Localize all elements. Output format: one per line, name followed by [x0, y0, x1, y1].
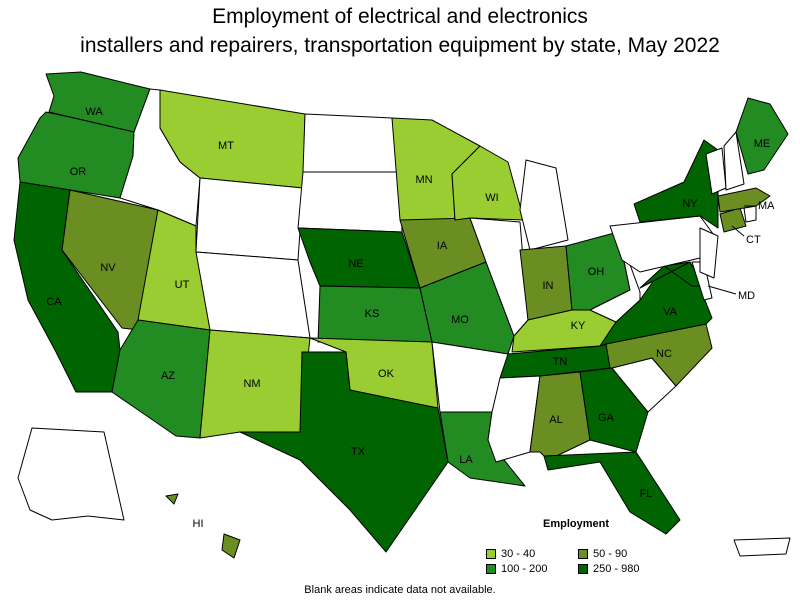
- label-leader-lines: [707, 205, 756, 295]
- state-label-tx: TX: [351, 446, 366, 458]
- legend-swatch-100-200: [486, 564, 496, 574]
- state-label-mn: MN: [415, 174, 432, 186]
- state-or: [17, 111, 135, 199]
- state-label-ma: MA: [758, 200, 775, 212]
- state-label-ok: OK: [378, 368, 395, 380]
- legend-swatch-50-90: [578, 549, 588, 559]
- state-label-nv: NV: [100, 262, 116, 274]
- state-label-ne: NE: [348, 258, 363, 270]
- state-label-ca: CA: [46, 296, 62, 308]
- footnote: Blank areas indicate data not available.: [304, 584, 496, 596]
- legend-label-50-90: 50 - 90: [593, 548, 628, 560]
- state-label-az: AZ: [161, 370, 175, 382]
- state-label-ks: KS: [365, 308, 380, 320]
- state-label-wa: WA: [85, 106, 103, 118]
- state-mo: [419, 261, 515, 355]
- state-label-ga: GA: [598, 412, 615, 424]
- state-label-wi: WI: [485, 192, 498, 204]
- state-labels: WA OR CA NV MT UT AZ NM NE KS OK TX MN IA MO LA WI IN OH KY…: [46, 106, 775, 530]
- state-label-ny: NY: [682, 198, 698, 210]
- state-ak: [17, 427, 125, 521]
- state-label-ut: UT: [175, 279, 190, 291]
- map-title: Employment of electrical and electronics…: [0, 2, 800, 60]
- state-label-nc: NC: [656, 348, 672, 360]
- state-tx: [239, 351, 449, 553]
- legend-item-100-200: 100 - 200: [486, 563, 578, 575]
- legend-items: 30 - 40 50 - 90 100 - 200 250 - 980: [486, 548, 656, 575]
- state-sd: [297, 171, 403, 233]
- state-label-ct: CT: [746, 234, 761, 246]
- state-fl: [543, 451, 681, 535]
- state-label-hi: HI: [193, 518, 204, 530]
- state-label-or: OR: [70, 166, 87, 178]
- state-co: [195, 251, 311, 339]
- state-ny: [633, 139, 719, 229]
- state-label-oh: OH: [588, 266, 605, 278]
- state-nc: [605, 323, 713, 387]
- state-nv: [61, 189, 159, 331]
- title-line-1: Employment of electrical and electronics: [212, 5, 588, 28]
- state-md: [639, 261, 705, 289]
- states-layer: [13, 71, 791, 559]
- legend-label-100-200: 100 - 200: [501, 563, 548, 575]
- state-label-md: MD: [738, 290, 755, 302]
- state-ga: [579, 367, 649, 453]
- state-nj: [699, 227, 719, 279]
- legend-label-250-980: 250 - 980: [593, 563, 640, 575]
- state-me: [735, 97, 789, 175]
- legend-item-250-980: 250 - 980: [578, 563, 658, 575]
- state-label-mo: MO: [451, 314, 469, 326]
- state-label-al: AL: [549, 414, 562, 426]
- state-hi: [165, 493, 241, 559]
- legend-item-30-40: 30 - 40: [486, 548, 578, 560]
- state-ri: [743, 205, 757, 223]
- leader-line-ct: [731, 225, 745, 237]
- state-label-in: IN: [543, 280, 554, 292]
- state-va: [599, 261, 713, 347]
- legend: Employment 30 - 40 50 - 90 100 - 200 250…: [486, 518, 656, 575]
- leader-line-md: [707, 285, 737, 295]
- state-label-mt: MT: [218, 140, 234, 152]
- state-pr: [733, 537, 791, 557]
- state-label-fl: FL: [640, 488, 653, 500]
- state-label-me: ME: [754, 138, 771, 150]
- title-line-2: installers and repairers, transportation…: [80, 34, 720, 57]
- state-label-ky: KY: [571, 320, 586, 332]
- state-wv: [589, 231, 641, 323]
- state-label-nm: NM: [243, 378, 260, 390]
- state-nd: [302, 113, 401, 173]
- state-label-ia: IA: [437, 240, 448, 252]
- legend-swatch-30-40: [486, 549, 496, 559]
- state-label-la: LA: [459, 454, 473, 466]
- legend-label-30-40: 30 - 40: [501, 548, 536, 560]
- state-label-tn: TN: [553, 356, 568, 368]
- state-label-va: VA: [663, 306, 678, 318]
- legend-swatch-250-980: [578, 564, 588, 574]
- state-mi: [519, 159, 569, 251]
- state-nh: [723, 131, 745, 191]
- state-wy: [195, 177, 304, 261]
- legend-item-50-90: 50 - 90: [578, 548, 658, 560]
- state-ma: [717, 187, 771, 213]
- legend-title: Employment: [542, 518, 609, 530]
